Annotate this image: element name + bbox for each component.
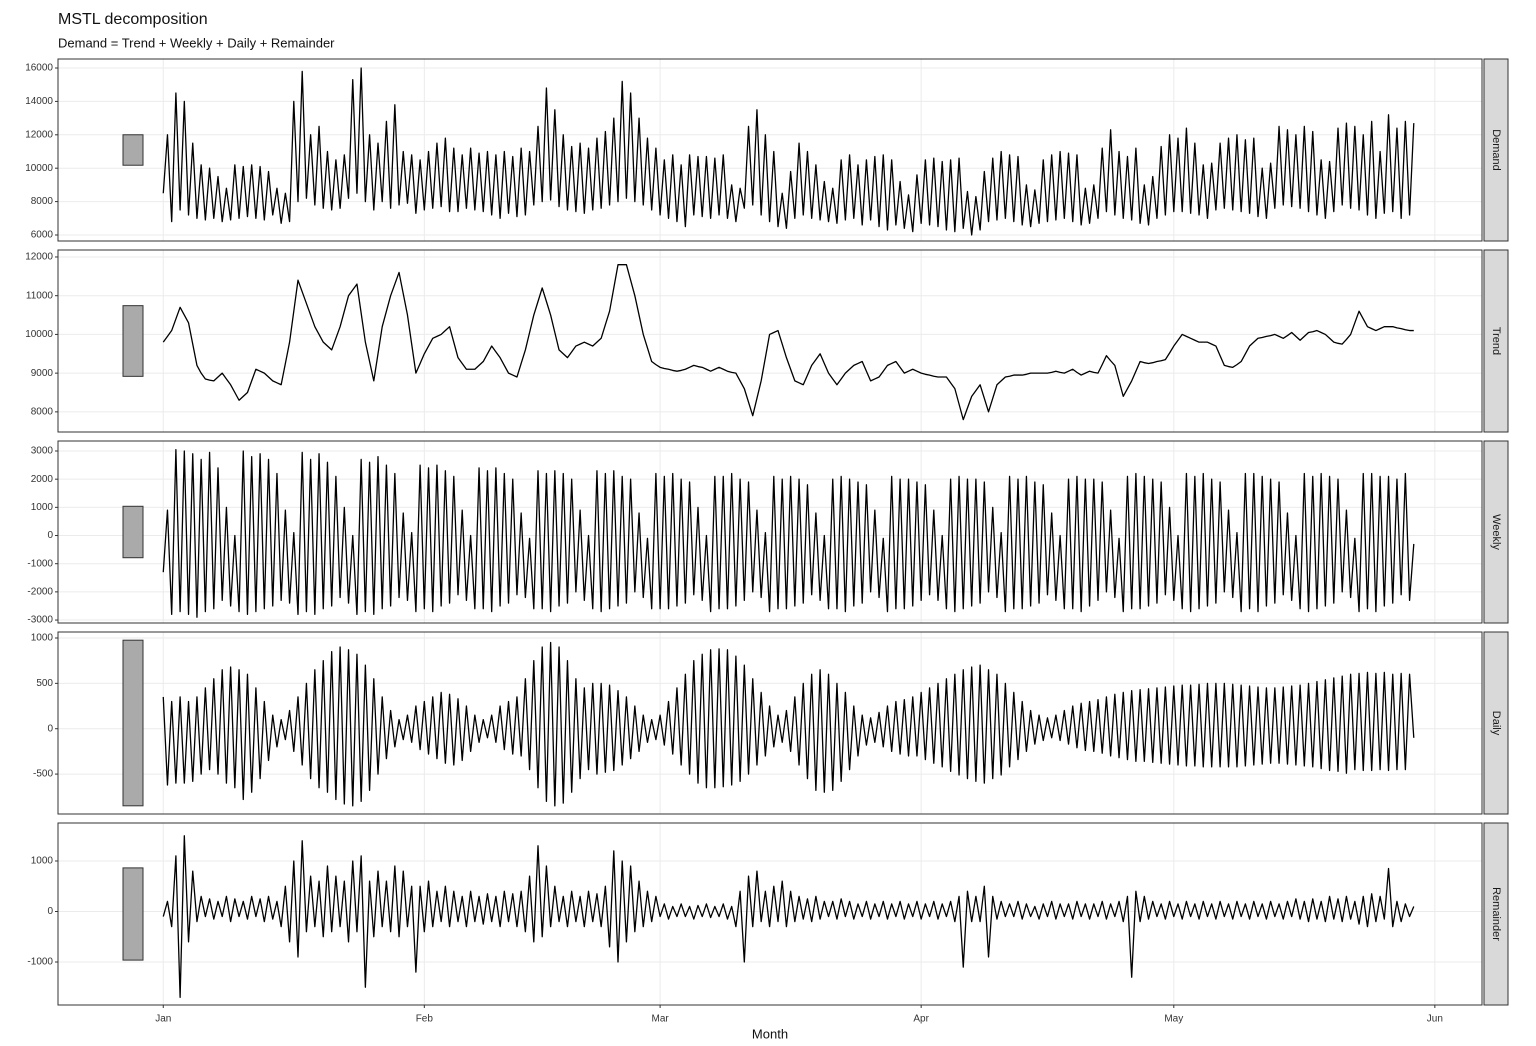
scale-bar bbox=[122, 134, 144, 166]
strip bbox=[1483, 440, 1509, 624]
strip bbox=[1483, 631, 1509, 815]
panel bbox=[58, 250, 1482, 432]
y-tick-label: 16000 bbox=[25, 63, 53, 74]
strip bbox=[1483, 249, 1509, 433]
chart-subtitle: Demand = Trend + Weekly + Daily + Remain… bbox=[58, 35, 335, 50]
y-tick-label: 2000 bbox=[31, 474, 54, 485]
scale-bar bbox=[122, 505, 144, 559]
series-line bbox=[162, 641, 1415, 807]
series-line bbox=[162, 67, 1415, 236]
strip-label: Weekly bbox=[1490, 514, 1502, 550]
scale-bar bbox=[122, 305, 144, 377]
y-tick-label: 1000 bbox=[31, 856, 54, 867]
series-line bbox=[162, 835, 1415, 999]
chart-title: MSTL decomposition bbox=[58, 11, 208, 28]
y-tick-label: 10000 bbox=[25, 163, 53, 174]
y-tick-label: 0 bbox=[47, 906, 53, 917]
y-tick-label: 9000 bbox=[31, 368, 54, 379]
y-tick-label: 0 bbox=[47, 723, 53, 734]
x-tick-label: May bbox=[1164, 1014, 1183, 1025]
y-tick-label: 8000 bbox=[31, 407, 54, 418]
y-tick-label: 6000 bbox=[31, 230, 54, 241]
x-axis-title: Month bbox=[752, 1026, 788, 1041]
y-tick-label: -1000 bbox=[27, 957, 53, 968]
y-tick-label: 8000 bbox=[31, 196, 54, 207]
y-tick-label: 3000 bbox=[31, 446, 54, 457]
y-tick-label: 500 bbox=[36, 678, 53, 689]
panel bbox=[58, 823, 1482, 1005]
y-tick-label: 1000 bbox=[31, 633, 54, 644]
x-tick-label: Mar bbox=[651, 1014, 669, 1025]
x-tick-label: Jun bbox=[1427, 1014, 1443, 1025]
y-tick-label: 11000 bbox=[26, 290, 54, 301]
y-tick-label: 1000 bbox=[31, 502, 54, 513]
series-line bbox=[162, 264, 1414, 421]
y-tick-label: -500 bbox=[33, 769, 53, 780]
y-tick-label: 12000 bbox=[25, 252, 53, 263]
y-tick-label: -2000 bbox=[27, 587, 53, 598]
strip-label: Demand bbox=[1490, 129, 1502, 171]
strip bbox=[1483, 822, 1509, 1006]
strip-label: Remainder bbox=[1490, 887, 1502, 941]
scale-bar bbox=[122, 639, 144, 807]
x-tick-label: Jan bbox=[155, 1014, 171, 1025]
y-tick-label: 0 bbox=[47, 530, 53, 541]
strip-label: Trend bbox=[1490, 327, 1502, 355]
panel bbox=[58, 632, 1482, 814]
y-tick-label: 10000 bbox=[25, 329, 53, 340]
panel-border bbox=[57, 631, 1483, 815]
strip bbox=[1483, 58, 1509, 242]
y-tick-label: -1000 bbox=[27, 558, 53, 569]
panel-border bbox=[57, 822, 1483, 1006]
panel-border bbox=[57, 249, 1483, 433]
panel-border bbox=[57, 440, 1483, 624]
panel-border bbox=[57, 58, 1483, 242]
x-tick-label: Feb bbox=[416, 1014, 434, 1025]
strip-label: Daily bbox=[1490, 711, 1502, 736]
x-tick-label: Apr bbox=[913, 1014, 929, 1025]
y-tick-label: 12000 bbox=[25, 129, 53, 140]
y-tick-label: 14000 bbox=[25, 96, 53, 107]
scale-bar bbox=[122, 867, 144, 961]
series-line bbox=[162, 448, 1415, 618]
y-tick-label: -3000 bbox=[27, 615, 53, 626]
